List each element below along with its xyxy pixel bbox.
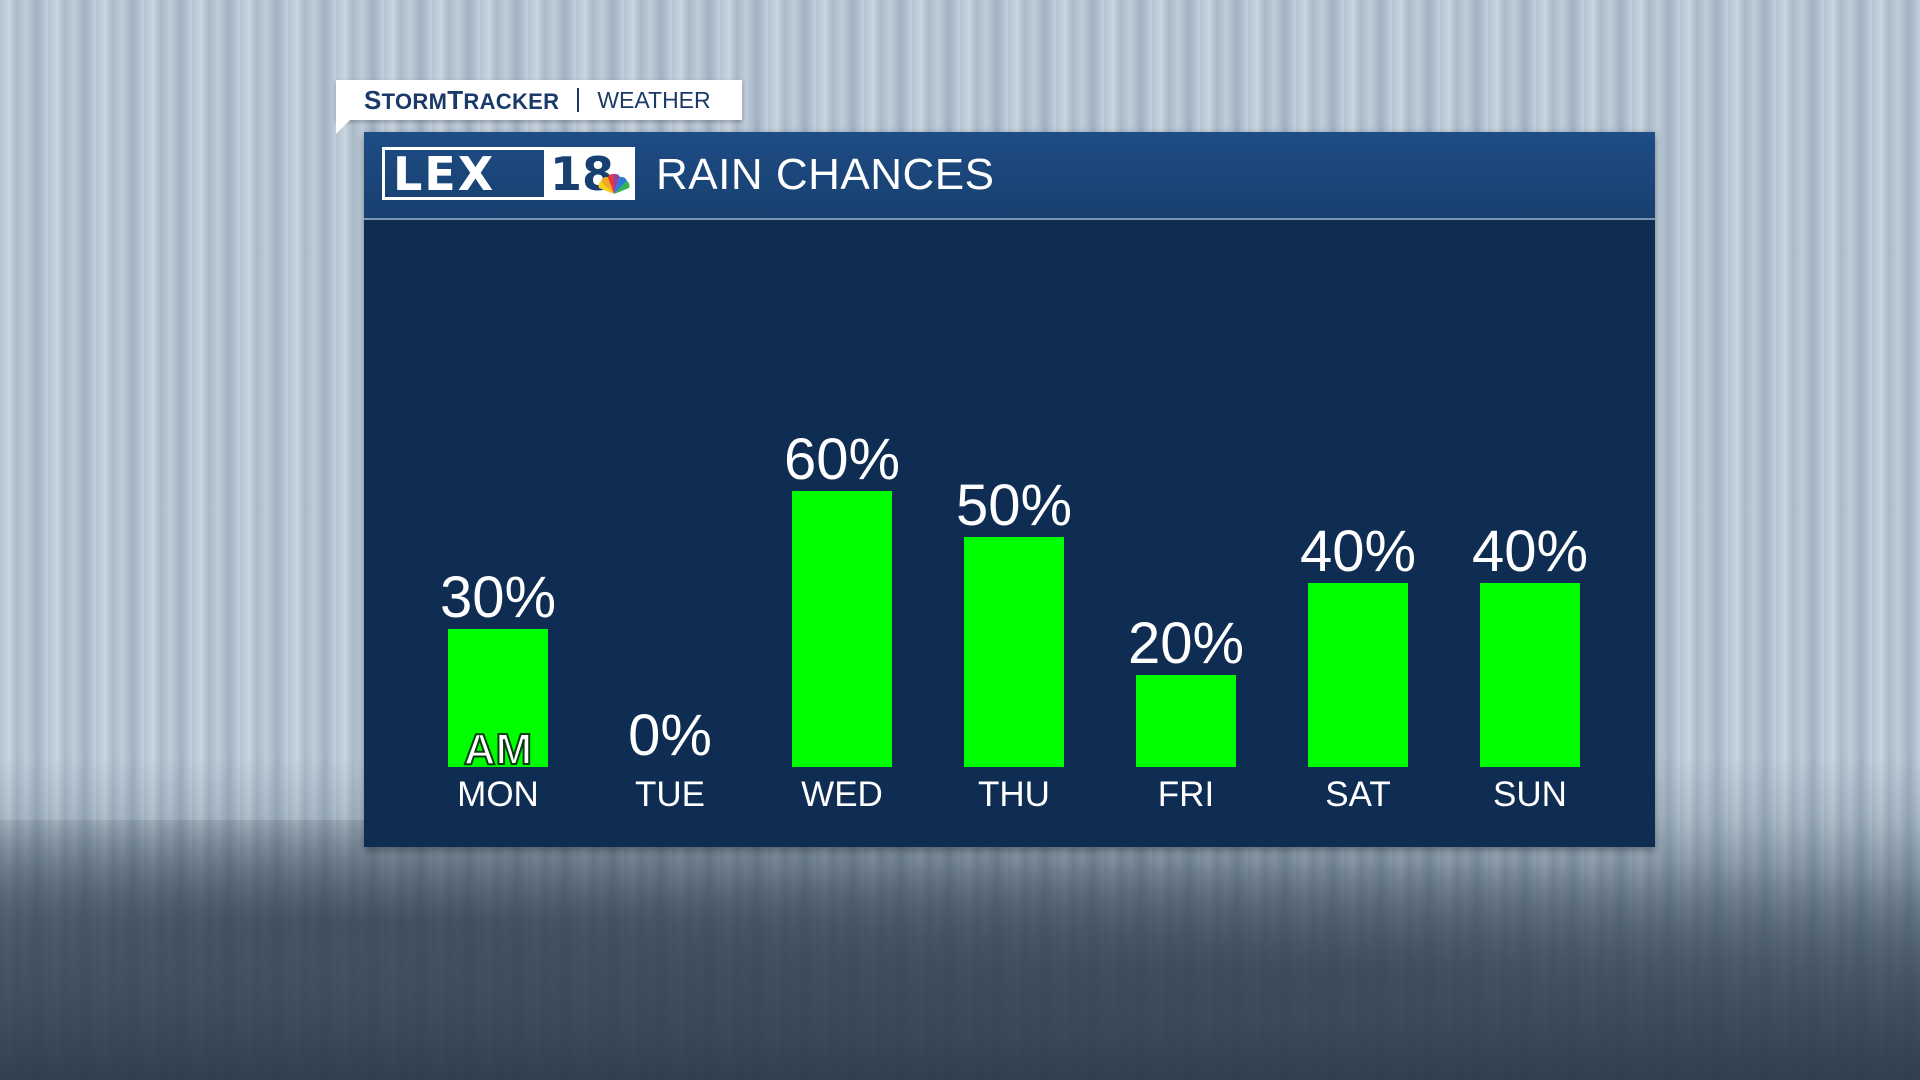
tag-tail: [336, 120, 350, 134]
panel-header: LEX 18 RAIN CHANCES: [364, 132, 1655, 220]
rain-background: [0, 820, 1920, 1080]
bar-sat: [1308, 583, 1408, 767]
value-label-fri: 20%: [1128, 611, 1244, 676]
rain-chances-panel: LEX 18 RAIN CHANCES 30% AM MON 0% TUE 60% WED 5…: [364, 132, 1655, 847]
bar-note-mon: AM: [464, 725, 532, 774]
stormtracker-brand: STORMTRACKER: [364, 84, 560, 115]
category-label-sat: SAT: [1325, 775, 1390, 814]
bar-sun: [1480, 583, 1580, 767]
value-label-wed: 60%: [784, 427, 900, 492]
category-label-tue: TUE: [635, 775, 705, 814]
bar-mon: [448, 629, 548, 767]
category-label-fri: FRI: [1158, 775, 1214, 814]
page-title: RAIN CHANCES: [656, 150, 995, 199]
bar-fri: [1136, 675, 1236, 767]
value-label-mon: 30%: [440, 565, 556, 630]
bar-wed: [792, 491, 892, 767]
logo-text: LEX: [393, 146, 496, 201]
weather-label: WEATHER: [597, 86, 711, 113]
bar-thu: [964, 537, 1064, 767]
category-label-mon: MON: [457, 775, 539, 814]
peacock-icon: [598, 173, 630, 194]
value-label-tue: 0%: [628, 703, 712, 768]
category-label-wed: WED: [801, 775, 883, 814]
value-label-sun: 40%: [1472, 519, 1588, 584]
value-label-sat: 40%: [1300, 519, 1416, 584]
category-label-sun: SUN: [1493, 775, 1567, 814]
tag-divider: [577, 88, 580, 112]
category-label-thu: THU: [978, 775, 1050, 814]
stormtracker-weather-tag: STORMTRACKER WEATHER: [336, 80, 742, 120]
lex18-logo: LEX 18: [382, 147, 635, 200]
value-label-thu: 50%: [956, 473, 1072, 538]
logo-number: 18: [544, 150, 632, 197]
